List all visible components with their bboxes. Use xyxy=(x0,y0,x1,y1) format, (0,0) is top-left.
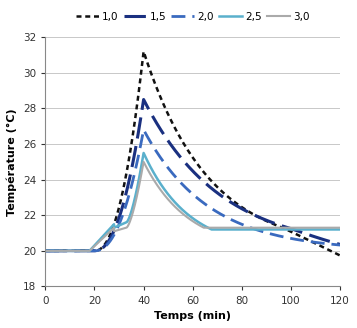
X-axis label: Temps (min): Temps (min) xyxy=(154,311,231,321)
2,5 xyxy=(51,249,56,253)
1,5 xyxy=(338,242,342,246)
1,5 xyxy=(177,154,181,158)
2,0 xyxy=(43,249,47,253)
2,5 xyxy=(141,151,146,155)
3,0 xyxy=(338,226,342,230)
1,5 xyxy=(51,249,56,253)
2,0 xyxy=(75,249,80,253)
1,0 xyxy=(338,254,342,257)
2,5 xyxy=(293,228,297,232)
3,0 xyxy=(75,249,80,253)
1,0 xyxy=(177,134,181,138)
2,0 xyxy=(84,249,88,253)
2,5 xyxy=(43,249,47,253)
1,5 xyxy=(75,249,80,253)
3,0 xyxy=(293,226,297,230)
1,5 xyxy=(66,249,70,253)
2,0 xyxy=(51,249,56,253)
Line: 2,0: 2,0 xyxy=(45,130,340,251)
1,5 xyxy=(84,249,88,253)
Line: 3,0: 3,0 xyxy=(45,162,340,251)
2,5 xyxy=(84,249,88,253)
1,0 xyxy=(141,50,146,53)
1,0 xyxy=(84,249,88,253)
1,0 xyxy=(66,249,70,253)
2,5 xyxy=(177,205,181,209)
1,0 xyxy=(43,249,47,253)
2,0 xyxy=(338,243,342,247)
1,5 xyxy=(43,249,47,253)
3,0 xyxy=(177,209,181,213)
Y-axis label: Température (°C): Température (°C) xyxy=(7,108,17,215)
3,0 xyxy=(66,249,70,253)
1,0 xyxy=(75,249,80,253)
2,5 xyxy=(66,249,70,253)
1,0 xyxy=(293,232,297,236)
Line: 1,0: 1,0 xyxy=(45,51,340,256)
1,5 xyxy=(293,228,297,232)
3,0 xyxy=(141,160,146,164)
1,0 xyxy=(51,249,56,253)
Line: 2,5: 2,5 xyxy=(45,153,340,251)
3,0 xyxy=(43,249,47,253)
Legend: 1,0, 1,5, 2,0, 2,5, 3,0: 1,0, 1,5, 2,0, 2,5, 3,0 xyxy=(72,8,314,26)
2,0 xyxy=(66,249,70,253)
Line: 1,5: 1,5 xyxy=(45,99,340,251)
3,0 xyxy=(84,249,88,253)
2,0 xyxy=(177,179,181,183)
2,0 xyxy=(141,128,146,132)
2,5 xyxy=(75,249,80,253)
2,0 xyxy=(293,237,297,241)
2,5 xyxy=(338,228,342,232)
1,5 xyxy=(141,97,146,101)
3,0 xyxy=(51,249,56,253)
